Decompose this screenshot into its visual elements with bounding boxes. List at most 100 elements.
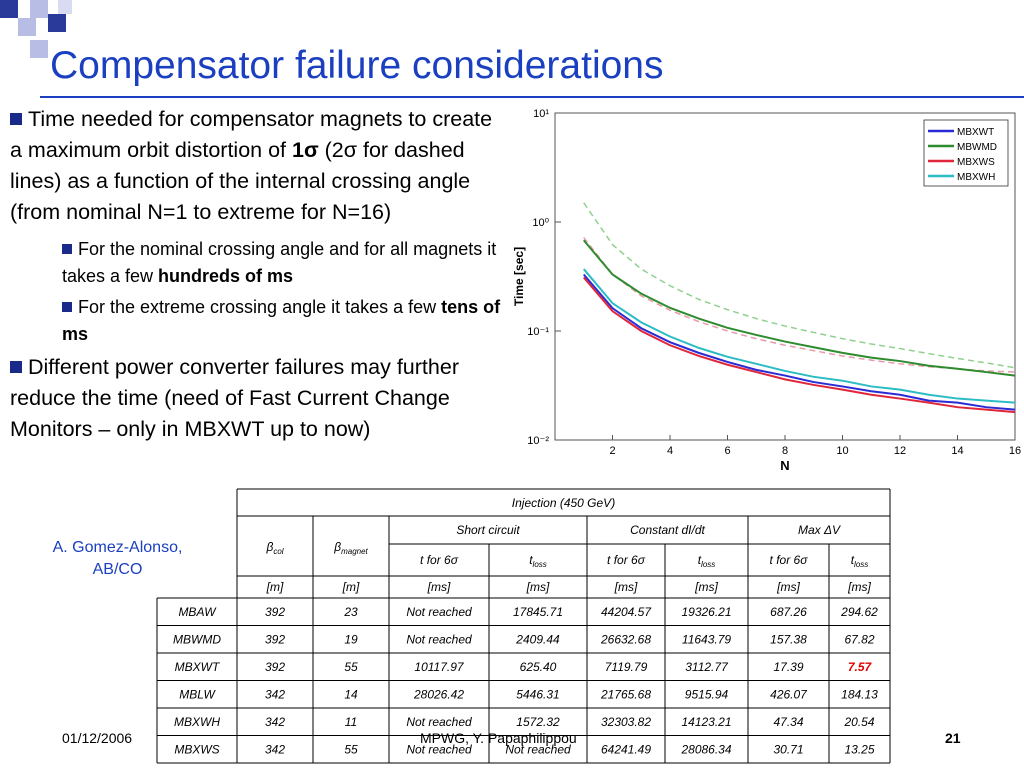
table-cell: 30.71 [773, 743, 803, 757]
table-cell: 184.13 [841, 688, 878, 702]
bullet-marker [62, 302, 72, 312]
bullet-text: hundreds of ms [158, 266, 294, 286]
table-cell: 11643.79 [682, 633, 731, 647]
table-cell: 392 [265, 605, 285, 619]
table-cell: Not reached [406, 715, 472, 729]
table-cell: 14123.21 [681, 715, 731, 729]
bullet-text: 1σ [292, 138, 319, 162]
bullet-text: tens of ms [62, 297, 501, 344]
table-cell: 392 [265, 633, 285, 647]
table-cell: 342 [265, 715, 285, 729]
column-unit: [ms] [526, 580, 550, 594]
table-cell: 5446.31 [516, 688, 559, 702]
legend-label: MBXWH [957, 172, 995, 183]
table-cell: Not reached [406, 743, 472, 757]
footer-presenter: MPWG, Y. Papaphilippou [420, 730, 577, 746]
table-cell: 14 [344, 688, 358, 702]
table-cell: 7119.79 [605, 660, 648, 674]
table-cell: 28086.34 [680, 743, 731, 757]
column-header: t for 6σ [607, 553, 646, 567]
x-tick-label: 6 [724, 445, 730, 457]
column-subscript: magnet [341, 547, 368, 556]
column-header: t for 6σ [420, 553, 459, 567]
author-line: A. Gomez-Alonso, [52, 539, 183, 556]
column-header: tloss [698, 553, 716, 569]
column-symbol: β [333, 540, 341, 554]
footer-page: 21 [945, 730, 961, 746]
table-cell: 294.62 [840, 605, 878, 619]
bullet: For the extreme crossing angle it takes … [62, 294, 510, 348]
legend-label: MBWMD [957, 142, 997, 153]
series-line [582, 276, 1016, 414]
bullet: Time needed for compensator magnets to c… [10, 104, 510, 228]
table-cell: 157.38 [770, 633, 807, 647]
table-cell: 44204.57 [601, 605, 652, 619]
bullet-list: Time needed for compensator magnets to c… [10, 104, 510, 453]
column-symbol: t for 6σ [770, 553, 809, 567]
table-cell: 7.57 [848, 660, 873, 674]
table-cell: MBLW [179, 688, 216, 702]
table-cell: 13.25 [844, 743, 874, 757]
x-tick-label: 16 [1009, 445, 1021, 457]
x-axis-label: N [780, 458, 789, 473]
table-cell: 47.34 [773, 715, 803, 729]
table-group: Max ΔV [798, 523, 841, 537]
x-tick-label: 4 [667, 445, 673, 457]
column-subscript: loss [533, 560, 547, 569]
table-cell: 625.40 [520, 660, 557, 674]
column-unit: [ms] [614, 580, 638, 594]
table-cell: MBAW [178, 605, 217, 619]
slide-title: Compensator failure considerations [50, 44, 664, 87]
x-tick-label: 14 [951, 445, 963, 457]
table-cell: 32303.82 [601, 715, 651, 729]
column-unit: [ms] [847, 580, 871, 594]
title-decoration [0, 0, 72, 58]
author-line: AB/CO [92, 561, 143, 578]
column-header: tloss [529, 553, 547, 569]
y-tick-label: 10⁻¹ [527, 326, 549, 338]
table-cell: 26632.68 [600, 633, 651, 647]
series-line [582, 239, 1016, 377]
bullet-text: Different power converter failures may f… [10, 355, 459, 441]
table-cell: 426.07 [770, 688, 808, 702]
table-group: Short circuit [456, 523, 520, 537]
y-tick-label: 10⁻² [527, 435, 549, 447]
column-header: βmagnet [333, 540, 368, 556]
y-axis-label: Time [sec] [512, 247, 526, 306]
bullet-marker [10, 113, 22, 125]
column-header: βcol [265, 540, 283, 556]
table-cell: 20.54 [843, 715, 874, 729]
bullet-text: For the extreme crossing angle it takes … [78, 297, 442, 317]
bullet-text: (2σ for dashed lines) as a function of t… [10, 138, 471, 224]
x-tick-label: 10 [836, 445, 848, 457]
bullet-text: For the nominal crossing angle and for a… [62, 239, 497, 286]
bullet-text: Time needed for compensator magnets to c… [10, 107, 493, 162]
title-rule [40, 96, 1024, 98]
column-symbol: t for 6σ [420, 553, 459, 567]
table-cell: 10117.97 [414, 660, 464, 674]
column-symbol: β [265, 540, 273, 554]
footer-date: 01/12/2006 [62, 730, 132, 746]
author: A. Gomez-Alonso, AB/CO [20, 537, 215, 581]
table-cell: 21765.68 [600, 688, 651, 702]
y-tick-label: 10⁰ [532, 217, 549, 229]
table-cell: 342 [265, 743, 285, 757]
column-subscript: loss [701, 560, 715, 569]
column-symbol: t [529, 553, 533, 567]
legend-label: MBXWS [957, 157, 995, 168]
table-group: Constant dI/dt [630, 523, 705, 537]
table-cell: Not reached [406, 633, 472, 647]
column-unit: [ms] [694, 580, 718, 594]
column-unit: [m] [266, 580, 284, 594]
legend-label: MBXWT [957, 127, 994, 138]
bullet-marker [10, 361, 22, 373]
bullet: For the nominal crossing angle and for a… [62, 236, 510, 290]
x-tick-label: 2 [609, 445, 615, 457]
table-cell: MBXWS [174, 743, 219, 757]
table-cell: MBXWH [174, 715, 220, 729]
table-cell: 23 [343, 605, 358, 619]
table-cell: 11 [345, 715, 357, 729]
table-cell: Not reached [505, 743, 571, 757]
bullet-marker [62, 244, 72, 254]
